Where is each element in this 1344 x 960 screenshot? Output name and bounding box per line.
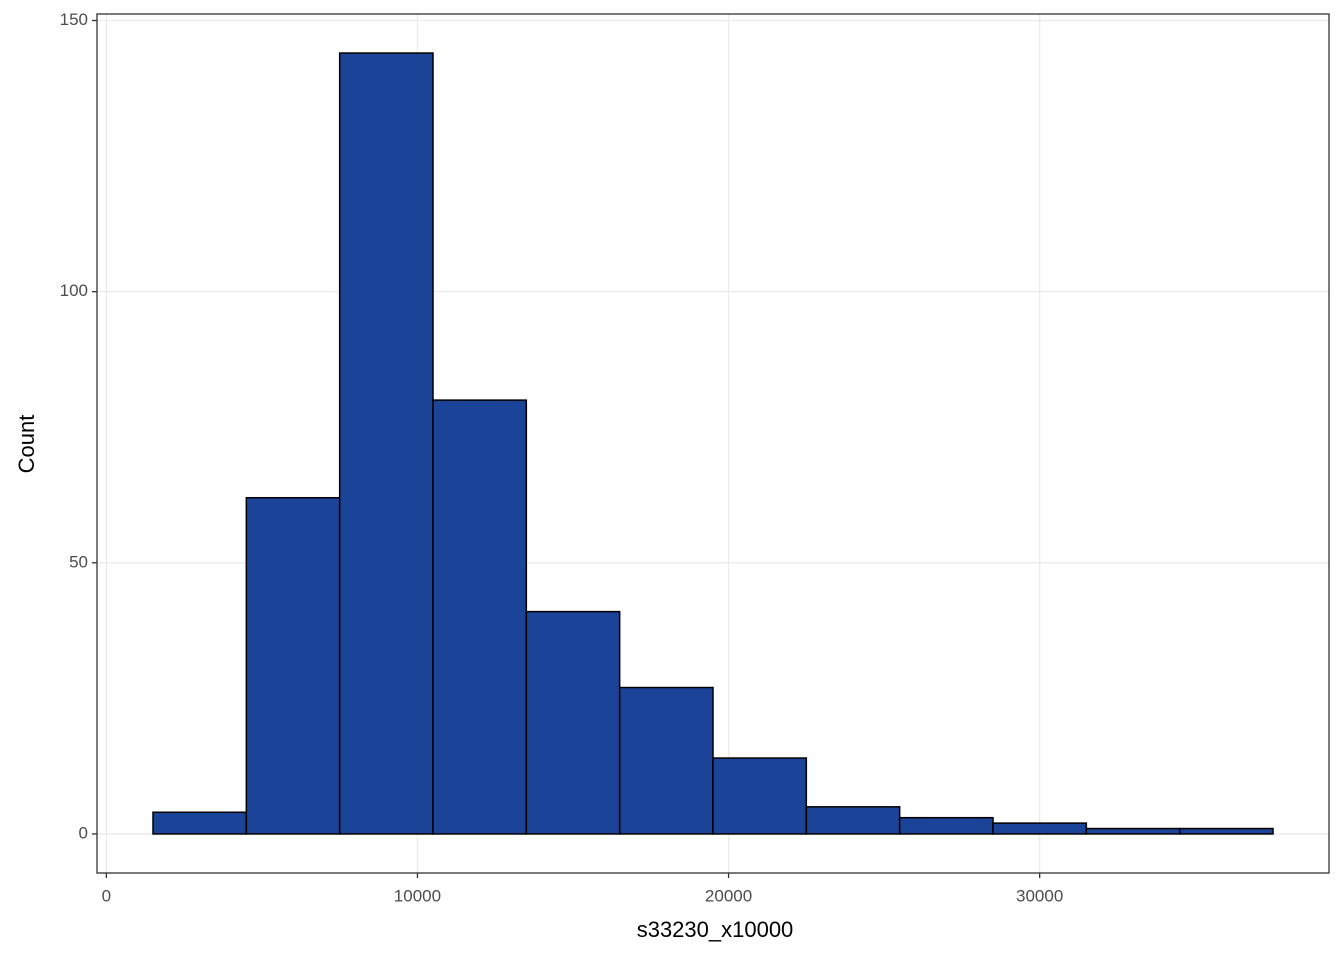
bar <box>152 811 248 835</box>
bar <box>525 610 621 835</box>
bar <box>432 399 528 835</box>
y-tick-label: 0 <box>79 823 88 842</box>
bar <box>618 686 714 835</box>
x-tick-label: 20000 <box>705 886 752 905</box>
bar <box>712 757 808 835</box>
y-tick-label: 50 <box>69 552 88 571</box>
bar <box>245 496 341 835</box>
y-tick-label: 150 <box>60 10 88 29</box>
plot-border <box>96 13 1330 874</box>
bar <box>898 816 994 835</box>
y-tick-label: 100 <box>60 281 88 300</box>
x-tick-label: 0 <box>102 886 111 905</box>
x-axis-title: s33230_x10000 <box>637 917 794 942</box>
bar <box>992 822 1088 835</box>
x-tick-label: 10000 <box>394 886 441 905</box>
x-tick-label: 30000 <box>1016 886 1063 905</box>
bar <box>338 52 434 835</box>
bar <box>1085 827 1181 835</box>
bar <box>1178 827 1274 835</box>
bar <box>805 806 901 835</box>
y-axis-title: Count <box>14 415 39 474</box>
